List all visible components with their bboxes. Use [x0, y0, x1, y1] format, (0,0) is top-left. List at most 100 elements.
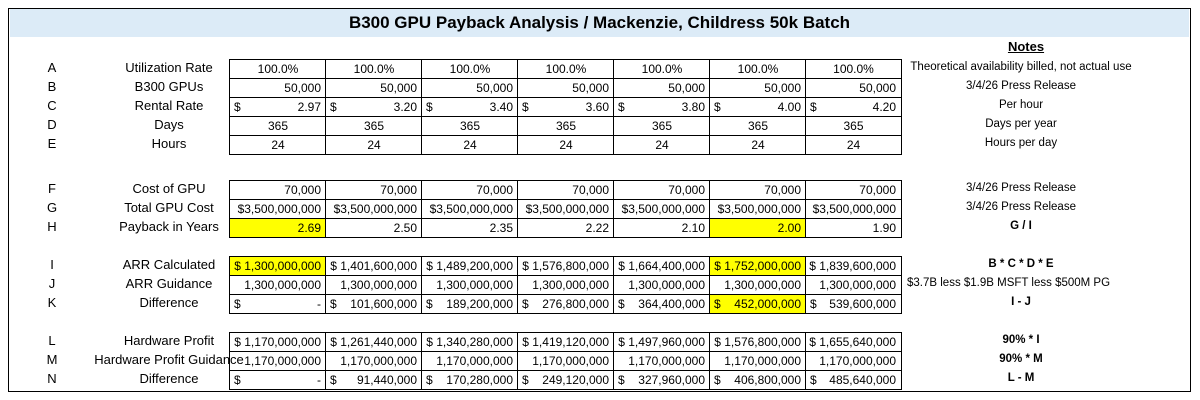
data-cell[interactable]: $ - [229, 294, 326, 314]
data-cell[interactable]: 50,000 [229, 78, 326, 97]
data-cell[interactable]: 1,300,000,000 [325, 275, 422, 294]
data-cell[interactable]: 1,170,000,000 [421, 351, 518, 370]
data-cell[interactable]: $364,400,000 [613, 294, 710, 314]
data-cell[interactable]: $3.40 [421, 97, 518, 116]
data-cell[interactable]: 365 [709, 116, 806, 135]
data-cell[interactable]: $3,500,000,000 [421, 199, 518, 218]
data-cell[interactable]: $ 1,170,000,000 [229, 332, 326, 351]
data-cell[interactable]: 1,300,000,000 [229, 275, 326, 294]
data-cell[interactable]: $3,500,000,000 [517, 199, 614, 218]
cell-value: $ 1,839,600,000 [809, 259, 896, 273]
data-cell[interactable]: 1.90 [805, 218, 902, 238]
data-cell[interactable]: 1,170,000,000 [709, 351, 806, 370]
data-cell[interactable]: $539,600,000 [805, 294, 902, 314]
data-cell[interactable]: $ - [229, 370, 326, 390]
data-cell[interactable]: 2.10 [613, 218, 710, 238]
data-cell[interactable]: 50,000 [325, 78, 422, 97]
data-cell[interactable]: 70,000 [805, 180, 902, 199]
data-cell[interactable]: 365 [229, 116, 326, 135]
data-cell[interactable]: 2.00 [709, 218, 806, 238]
data-cell[interactable]: 70,000 [517, 180, 614, 199]
data-cell[interactable]: $ 1,489,200,000 [421, 256, 518, 275]
data-cell[interactable]: $2.97 [229, 97, 326, 116]
data-cell[interactable]: 100.0% [805, 59, 902, 78]
data-cell[interactable]: 100.0% [613, 59, 710, 78]
data-cell[interactable]: 24 [229, 135, 326, 155]
data-cell[interactable]: 365 [805, 116, 902, 135]
data-cell[interactable]: $276,800,000 [517, 294, 614, 314]
data-cell[interactable]: 365 [421, 116, 518, 135]
data-cell[interactable]: 24 [421, 135, 518, 155]
data-cell[interactable]: $ 1,401,600,000 [325, 256, 422, 275]
data-cell[interactable]: $101,600,000 [325, 294, 422, 314]
data-cell[interactable]: $3.60 [517, 97, 614, 116]
data-cell[interactable]: 1,300,000,000 [613, 275, 710, 294]
data-cell[interactable]: 1,170,000,000 [325, 351, 422, 370]
data-cell[interactable]: $3,500,000,000 [229, 199, 326, 218]
data-cell[interactable]: $ 1,576,800,000 [517, 256, 614, 275]
data-cell[interactable]: 50,000 [517, 78, 614, 97]
data-cell[interactable]: 100.0% [325, 59, 422, 78]
data-cell[interactable]: 24 [709, 135, 806, 155]
data-cell[interactable]: 1,170,000,000 [805, 351, 902, 370]
data-cell[interactable]: 2.50 [325, 218, 422, 238]
data-cell[interactable]: $ 1,300,000,000 [229, 256, 326, 275]
data-cell[interactable]: $452,000,000 [709, 294, 806, 314]
data-cell[interactable]: 1,300,000,000 [517, 275, 614, 294]
data-cell[interactable]: 50,000 [613, 78, 710, 97]
data-cell[interactable]: 24 [613, 135, 710, 155]
data-cell[interactable]: 2.69 [229, 218, 326, 238]
data-cell[interactable]: $3.80 [613, 97, 710, 116]
data-cell[interactable]: 1,170,000,000 [229, 351, 326, 370]
data-cell[interactable]: $ 1,419,120,000 [517, 332, 614, 351]
data-cell[interactable]: $3.20 [325, 97, 422, 116]
data-cell[interactable]: $485,640,000 [805, 370, 902, 390]
data-cell[interactable]: $3,500,000,000 [325, 199, 422, 218]
data-cell[interactable]: 100.0% [709, 59, 806, 78]
data-cell[interactable]: 50,000 [709, 78, 806, 97]
data-cell[interactable]: $ 1,664,400,000 [613, 256, 710, 275]
data-cell[interactable]: 1,170,000,000 [613, 351, 710, 370]
data-cell[interactable]: 50,000 [805, 78, 902, 97]
data-cell[interactable]: $ 1,576,800,000 [709, 332, 806, 351]
data-cell[interactable]: 2.35 [421, 218, 518, 238]
data-cell[interactable]: $189,200,000 [421, 294, 518, 314]
data-cell[interactable]: 1,300,000,000 [421, 275, 518, 294]
data-cell[interactable]: $3,500,000,000 [805, 199, 902, 218]
data-cell[interactable]: $406,800,000 [709, 370, 806, 390]
data-cell[interactable]: $3,500,000,000 [613, 199, 710, 218]
data-cell[interactable]: 1,170,000,000 [517, 351, 614, 370]
data-cell[interactable]: $ 1,261,440,000 [325, 332, 422, 351]
data-cell[interactable]: 50,000 [421, 78, 518, 97]
data-cell[interactable]: 365 [517, 116, 614, 135]
data-cell[interactable]: $4.00 [709, 97, 806, 116]
data-cell[interactable]: $327,960,000 [613, 370, 710, 390]
data-cell[interactable]: 24 [805, 135, 902, 155]
data-cell[interactable]: $91,440,000 [325, 370, 422, 390]
data-cell[interactable]: 24 [517, 135, 614, 155]
data-cell[interactable]: 70,000 [709, 180, 806, 199]
data-cell[interactable]: $3,500,000,000 [709, 199, 806, 218]
data-cell[interactable]: $249,120,000 [517, 370, 614, 390]
data-cell[interactable]: 24 [325, 135, 422, 155]
data-cell[interactable]: 100.0% [229, 59, 326, 78]
data-cell[interactable]: $ 1,752,000,000 [709, 256, 806, 275]
data-cell[interactable]: 70,000 [325, 180, 422, 199]
data-cell[interactable]: 2.22 [517, 218, 614, 238]
data-cell[interactable]: 365 [613, 116, 710, 135]
data-cell[interactable]: $ 1,497,960,000 [613, 332, 710, 351]
data-cell[interactable]: 70,000 [613, 180, 710, 199]
cell-value: 4.00 [777, 100, 801, 114]
data-cell[interactable]: 70,000 [421, 180, 518, 199]
data-cell[interactable]: 100.0% [517, 59, 614, 78]
data-cell[interactable]: $ 1,839,600,000 [805, 256, 902, 275]
data-cell[interactable]: $170,280,000 [421, 370, 518, 390]
data-cell[interactable]: 1,300,000,000 [805, 275, 902, 294]
data-cell[interactable]: 100.0% [421, 59, 518, 78]
data-cell[interactable]: $ 1,340,280,000 [421, 332, 518, 351]
data-cell[interactable]: 365 [325, 116, 422, 135]
data-cell[interactable]: 1,300,000,000 [709, 275, 806, 294]
data-cell[interactable]: $4.20 [805, 97, 902, 116]
data-cell[interactable]: $ 1,655,640,000 [805, 332, 902, 351]
data-cell[interactable]: 70,000 [229, 180, 326, 199]
